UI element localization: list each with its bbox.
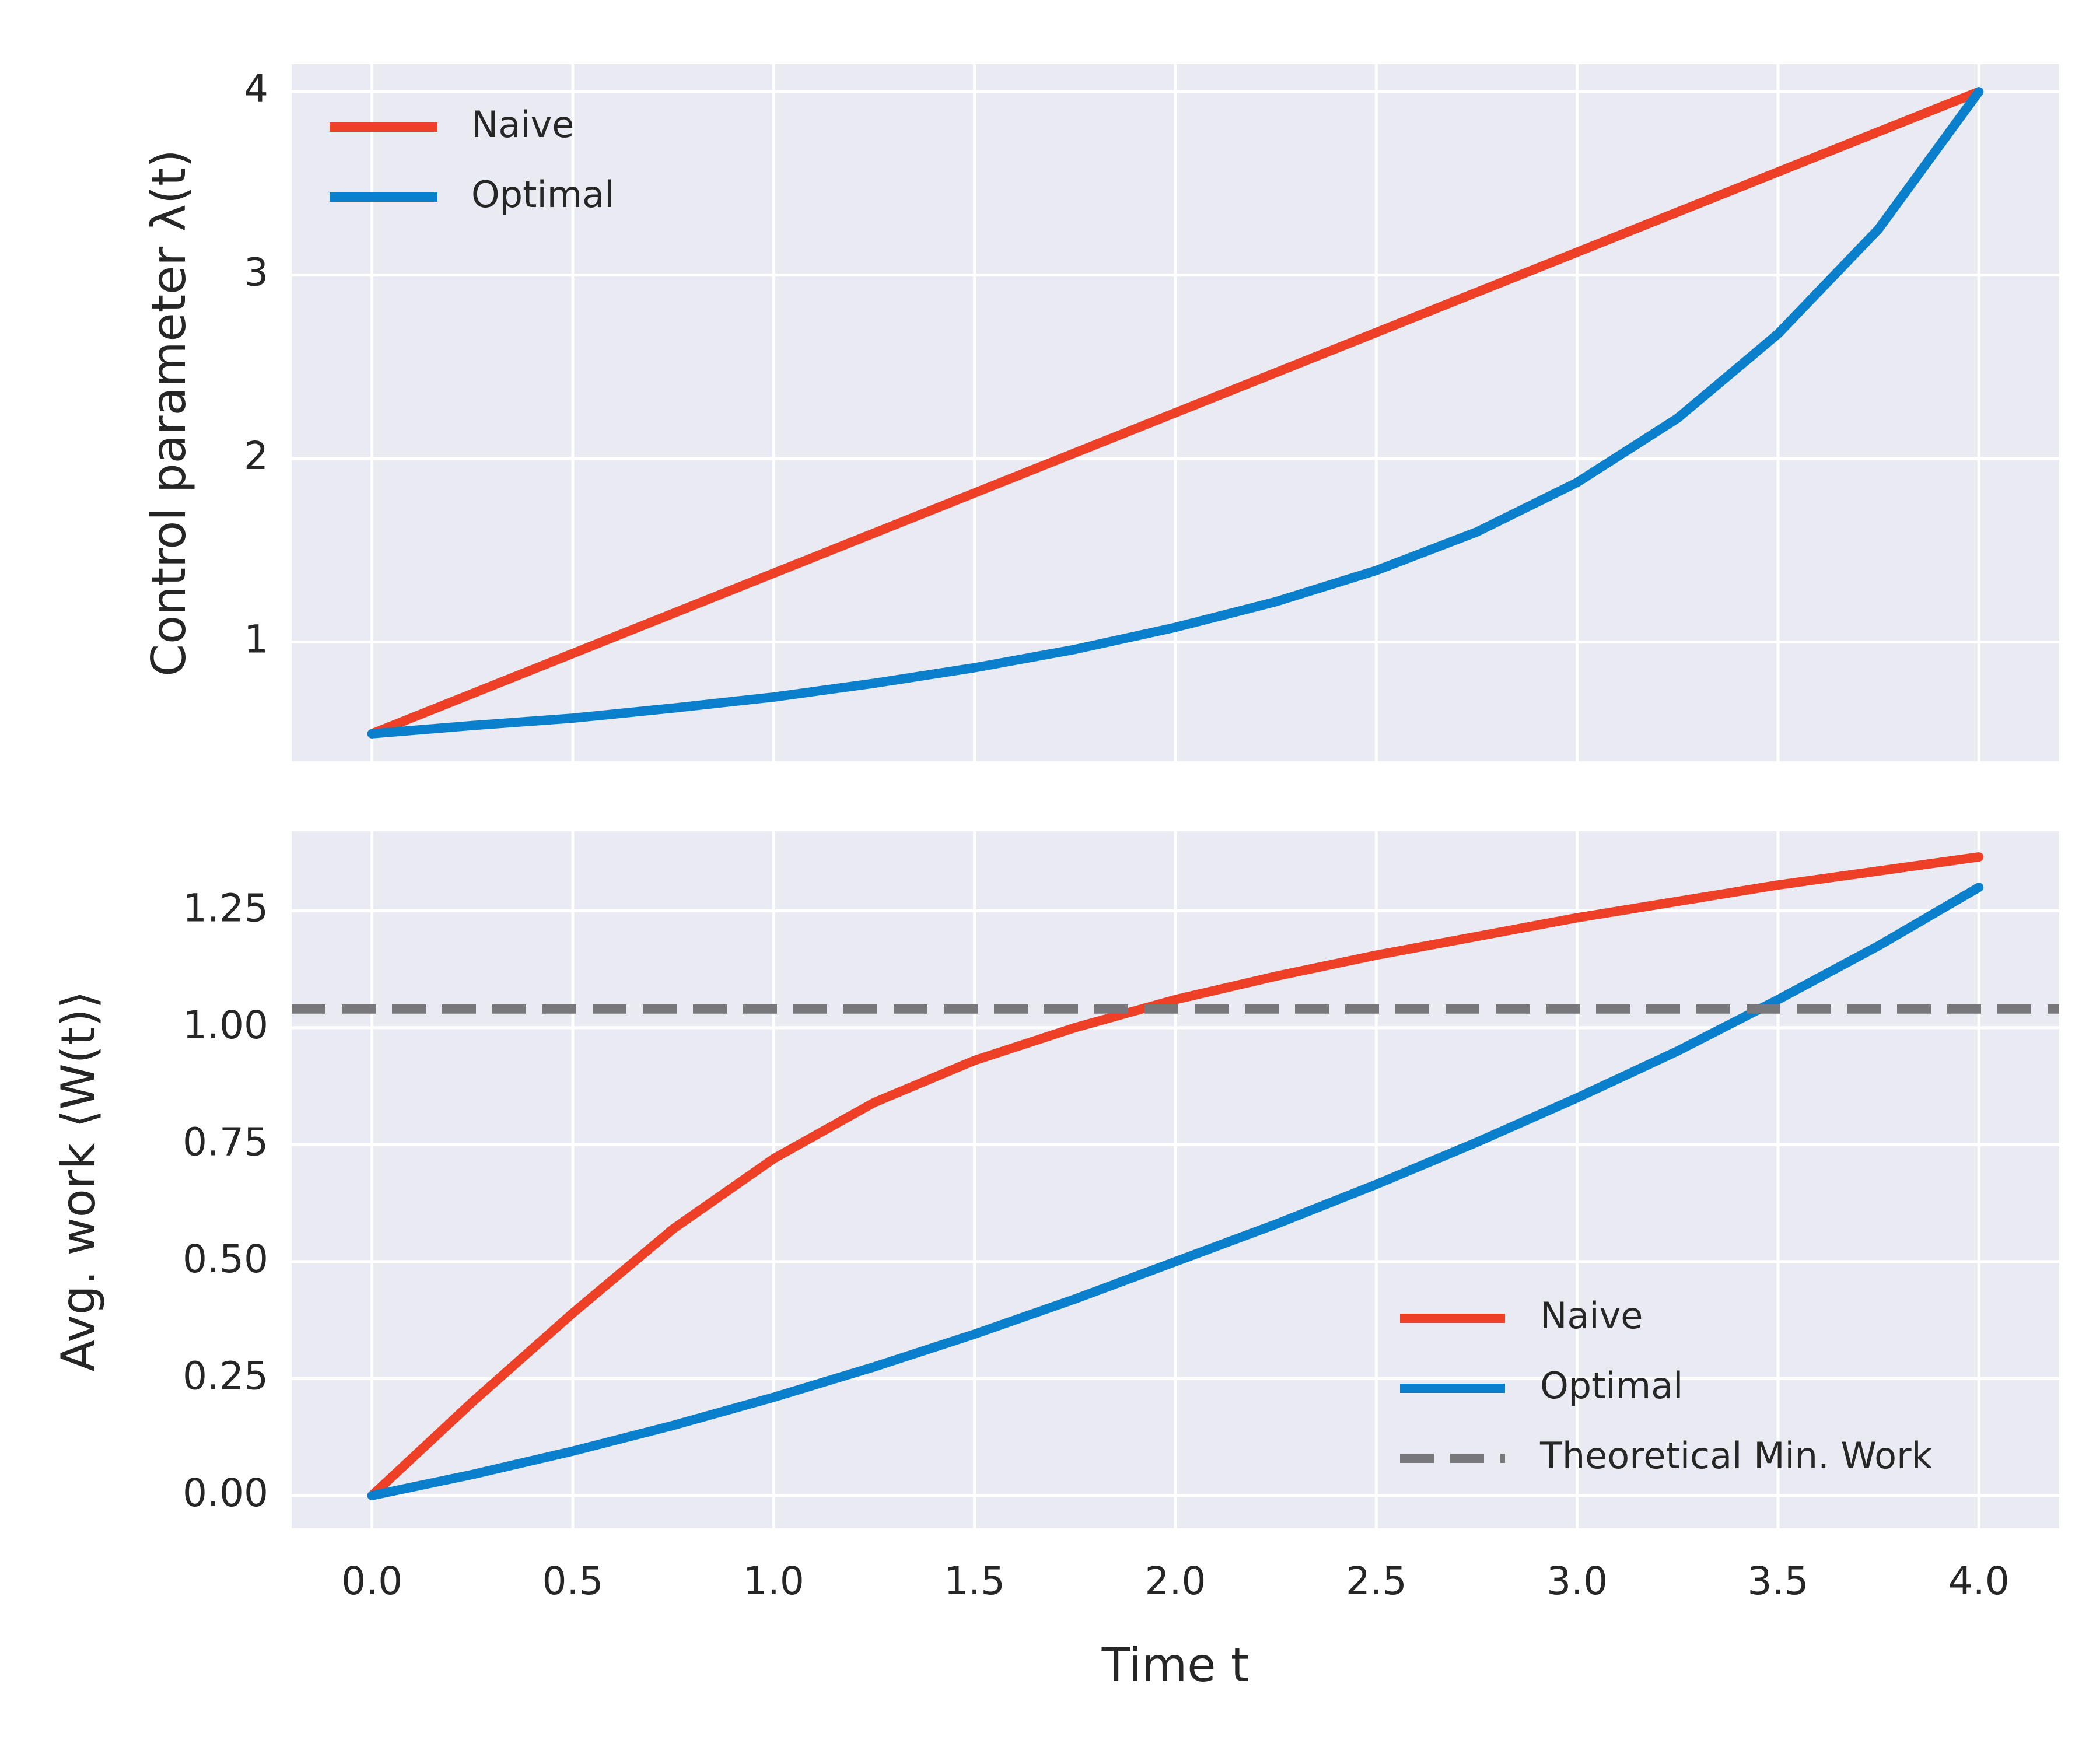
bottom-x-tick-labels: 0.0 0.5 1.0 1.5 2.0 2.5 3.0 3.5 4.0 (341, 1559, 2010, 1604)
y-tick-label: 2 (244, 433, 268, 478)
x-axis-title: Time t (1101, 1638, 1250, 1692)
y-tick-label: 0.25 (183, 1353, 268, 1398)
x-tick-label: 3.5 (1747, 1559, 1808, 1604)
legend-label-optimal: Optimal (471, 173, 614, 216)
y-tick-label: 1.00 (183, 1003, 268, 1048)
top-panel: 1 2 3 4 Control parameter λ(t) Naive Optima… (142, 64, 2059, 761)
x-tick-label: 3.0 (1546, 1559, 1608, 1604)
x-tick-label: 0.5 (542, 1559, 604, 1604)
y-tick-label: 4 (244, 66, 268, 111)
y-tick-label: 0.00 (183, 1471, 268, 1516)
figure: 1 2 3 4 Control parameter λ(t) Naive Optima… (0, 0, 2100, 1750)
x-tick-label: 0.0 (341, 1559, 402, 1604)
x-tick-label: 1.5 (944, 1559, 1005, 1604)
top-y-tick-labels: 1 2 3 4 (244, 66, 268, 662)
y-tick-label: 3 (244, 250, 268, 295)
x-tick-label: 2.5 (1346, 1559, 1407, 1604)
y-tick-label: 1 (244, 617, 268, 662)
top-y-axis-title: Control parameter λ(t) (142, 149, 196, 677)
x-tick-label: 2.0 (1145, 1559, 1206, 1604)
legend-label-optimal: Optimal (1540, 1364, 1683, 1407)
y-tick-label: 1.25 (183, 886, 268, 930)
x-tick-label: 1.0 (743, 1559, 804, 1604)
bottom-panel: 0.00 0.25 0.50 0.75 1.00 1.25 0.0 0.5 1.0 1.5 2.0… (51, 831, 2059, 1692)
y-tick-label: 0.75 (183, 1119, 268, 1164)
x-tick-label: 4.0 (1948, 1559, 2010, 1604)
y-tick-label: 0.50 (183, 1237, 268, 1282)
legend-label-naive: Naive (1540, 1294, 1643, 1337)
legend-label-theoretical-min-work: Theoretical Min. Work (1539, 1434, 1933, 1477)
bottom-y-tick-labels: 0.00 0.25 0.50 0.75 1.00 1.25 (183, 886, 268, 1516)
legend-label-naive: Naive (471, 103, 574, 146)
bottom-y-axis-title: Avg. work ⟨W(t)⟩ (51, 991, 106, 1371)
